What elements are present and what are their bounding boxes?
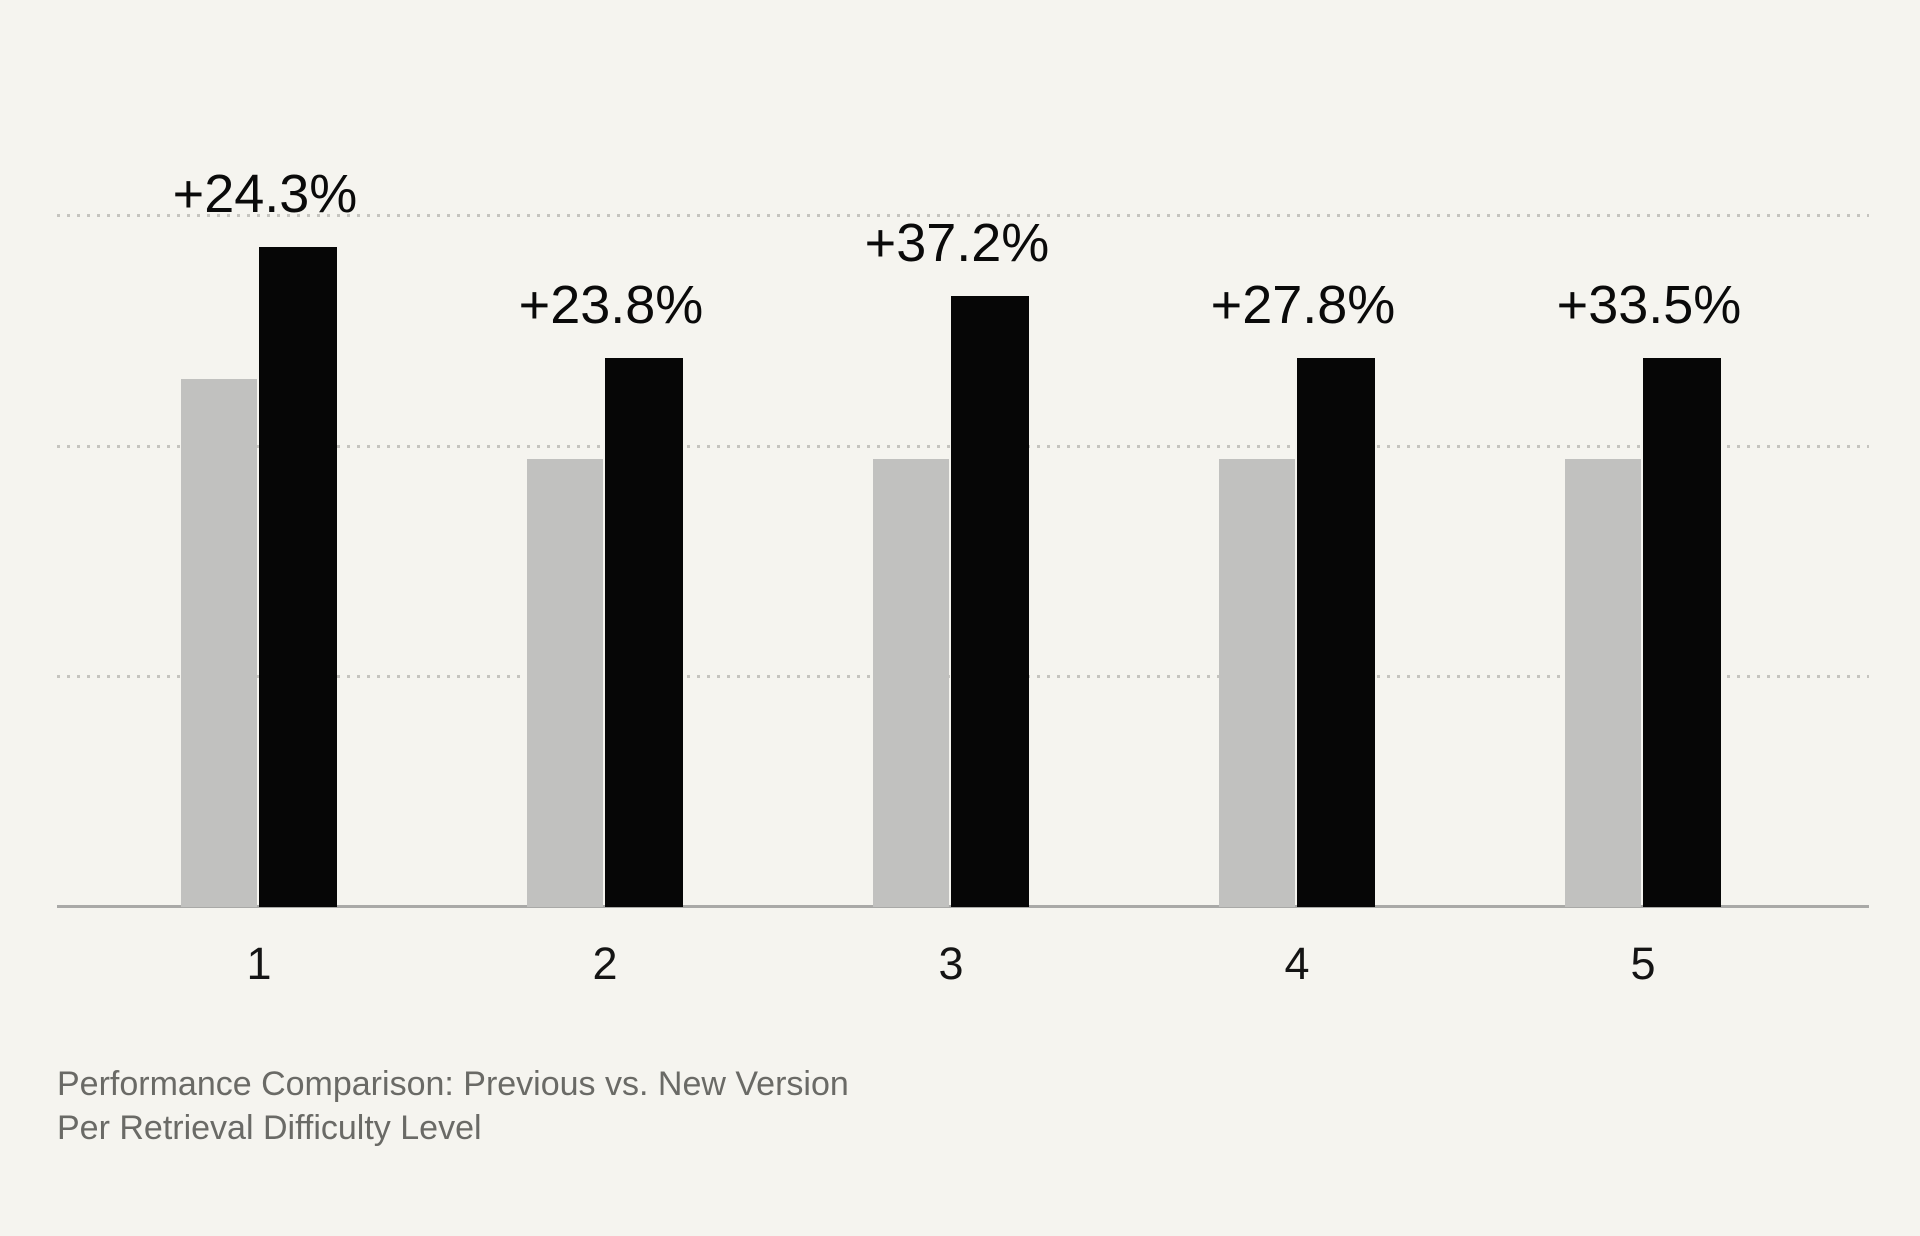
gridline-3	[57, 214, 1869, 217]
x-tick-label-1: 1	[246, 938, 272, 989]
improvement-label-group-5: +33.5%	[1556, 275, 1742, 335]
bar-previous-group-3	[873, 459, 949, 907]
bar-previous-group-1	[181, 379, 257, 907]
caption-line-1: Performance Comparison: Previous vs. New…	[57, 1065, 849, 1103]
bar-new-group-2	[605, 358, 683, 907]
chart-caption: Performance Comparison: Previous vs. New…	[57, 1062, 849, 1150]
caption-line-2: Per Retrieval Difficulty Level	[57, 1109, 482, 1147]
bar-previous-group-4	[1219, 459, 1295, 907]
bar-new-group-5	[1643, 358, 1721, 907]
improvement-label-group-1: +24.3%	[172, 164, 358, 224]
bar-new-group-4	[1297, 358, 1375, 907]
bar-new-group-3	[951, 296, 1029, 907]
x-tick-label-2: 2	[592, 938, 618, 989]
improvement-label-group-4: +27.8%	[1210, 275, 1396, 335]
x-tick-label-3: 3	[938, 938, 964, 989]
improvement-label-group-3: +37.2%	[864, 213, 1050, 273]
x-tick-label-5: 5	[1630, 938, 1656, 989]
bar-new-group-1	[259, 247, 337, 907]
bar-previous-group-5	[1565, 459, 1641, 907]
improvement-label-group-2: +23.8%	[518, 275, 704, 335]
bar-previous-group-2	[527, 459, 603, 907]
x-tick-label-4: 4	[1284, 938, 1310, 989]
